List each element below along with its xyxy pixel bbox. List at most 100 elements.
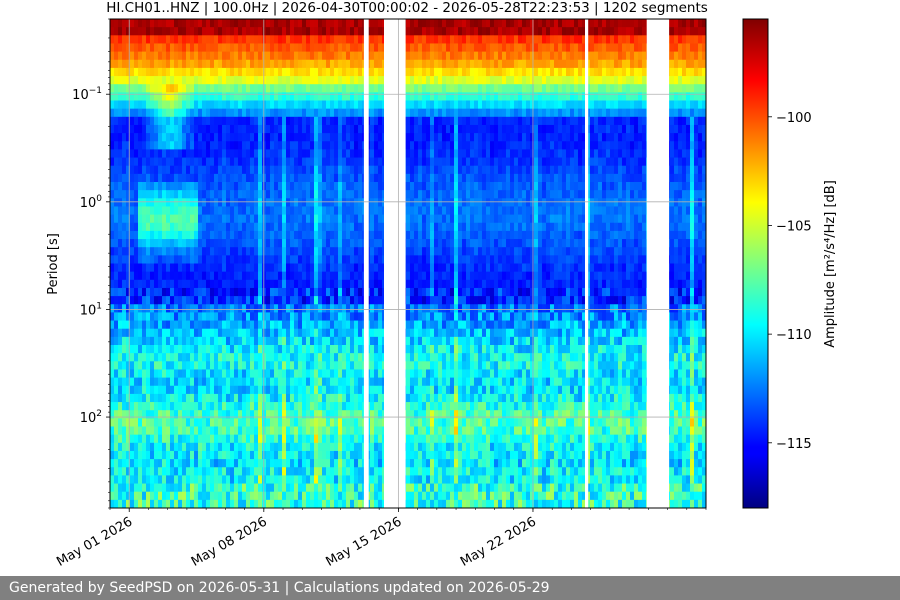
heatmap-cell <box>130 182 135 191</box>
heatmap-cell <box>326 157 331 167</box>
heatmap-cell <box>190 336 195 346</box>
heatmap-cell <box>138 247 143 256</box>
heatmap-cell <box>142 27 147 36</box>
heatmap-cell <box>134 173 139 183</box>
heatmap-cell <box>234 483 239 493</box>
heatmap-cell <box>430 402 435 411</box>
heatmap-cell <box>278 402 283 411</box>
heatmap-cell <box>286 43 291 53</box>
heatmap-cell <box>406 51 411 61</box>
heatmap-cell <box>122 247 127 256</box>
heatmap-cell <box>282 124 287 134</box>
heatmap-cell <box>138 263 143 273</box>
heatmap-cell <box>226 320 231 330</box>
heatmap-cell <box>154 287 159 297</box>
heatmap-cell <box>426 353 431 362</box>
heatmap-cell <box>226 312 231 322</box>
heatmap-cell <box>122 100 127 110</box>
heatmap-cell <box>186 393 191 403</box>
heatmap-cell <box>134 124 139 134</box>
heatmap-cell <box>126 182 131 191</box>
heatmap-cell <box>146 475 151 485</box>
heatmap-cell <box>334 361 339 371</box>
heatmap-cell <box>246 92 251 102</box>
heatmap-cell <box>298 336 303 346</box>
heatmap-cell <box>286 312 291 322</box>
heatmap-cell <box>190 76 195 85</box>
heatmap-cell <box>226 328 231 338</box>
heatmap-cell <box>370 133 375 142</box>
heatmap-cell <box>166 100 171 110</box>
heatmap-cell <box>210 214 215 224</box>
heatmap-cell <box>182 198 187 208</box>
heatmap-cell <box>310 173 315 183</box>
heatmap-cell <box>314 434 319 444</box>
heatmap-cell <box>410 426 415 436</box>
heatmap-cell <box>346 312 351 322</box>
heatmap-cell <box>182 263 187 273</box>
heatmap-cell <box>298 434 303 444</box>
heatmap-cell <box>270 198 275 208</box>
heatmap-cell <box>282 206 287 216</box>
heatmap-cell <box>234 345 239 354</box>
heatmap-cell <box>206 67 211 77</box>
heatmap-cell <box>170 271 175 281</box>
heatmap-cell <box>410 304 415 313</box>
heatmap-cell <box>122 499 127 508</box>
heatmap-cell <box>282 133 287 142</box>
heatmap-cell <box>234 214 239 224</box>
heatmap-cell <box>258 377 263 387</box>
heatmap-cell <box>302 222 307 232</box>
heatmap-cell <box>150 263 155 273</box>
heatmap-cell <box>426 198 431 208</box>
heatmap-cell <box>134 361 139 371</box>
heatmap-cell <box>158 182 163 191</box>
heatmap-cell <box>262 491 267 501</box>
heatmap-cell <box>194 393 199 403</box>
heatmap-cell <box>142 361 147 371</box>
heatmap-cell <box>126 385 131 395</box>
heatmap-cell <box>374 198 379 208</box>
heatmap-cell <box>314 459 319 468</box>
heatmap-cell <box>130 426 135 436</box>
heatmap-cell <box>430 393 435 403</box>
heatmap-cell <box>342 345 347 354</box>
heatmap-cell <box>214 19 219 28</box>
heatmap-cell <box>114 214 119 224</box>
heatmap-cell <box>118 92 123 102</box>
heatmap-cell <box>198 393 203 403</box>
heatmap-cell <box>334 418 339 428</box>
heatmap-cell <box>122 190 127 199</box>
heatmap-cell <box>254 328 259 338</box>
heatmap-cell <box>334 450 339 460</box>
heatmap-cell <box>286 214 291 224</box>
heatmap-cell <box>314 84 319 93</box>
heatmap-cell <box>306 304 311 313</box>
heatmap-cell <box>162 108 167 118</box>
heatmap-cell <box>210 418 215 428</box>
heatmap-cell <box>302 206 307 216</box>
heatmap-cell <box>250 410 255 419</box>
heatmap-cell <box>246 173 251 183</box>
heatmap-cell <box>230 296 235 305</box>
heatmap-cell <box>218 190 223 199</box>
heatmap-cell <box>418 320 423 330</box>
heatmap-cell <box>306 173 311 183</box>
heatmap-cell <box>430 51 435 61</box>
heatmap-cell <box>374 19 379 28</box>
heatmap-cell <box>110 271 115 281</box>
heatmap-cell <box>334 377 339 387</box>
heatmap-cell <box>210 157 215 167</box>
heatmap-cell <box>282 361 287 371</box>
heatmap-cell <box>266 385 271 395</box>
heatmap-cell <box>254 377 259 387</box>
heatmap-cell <box>370 345 375 354</box>
heatmap-cell <box>290 279 295 289</box>
heatmap-cell <box>238 475 243 485</box>
heatmap-cell <box>266 133 271 142</box>
heatmap-cell <box>418 239 423 248</box>
heatmap-cell <box>434 336 439 346</box>
heatmap-cell <box>174 434 179 444</box>
heatmap-cell <box>110 247 115 256</box>
heatmap-cell <box>254 247 259 256</box>
